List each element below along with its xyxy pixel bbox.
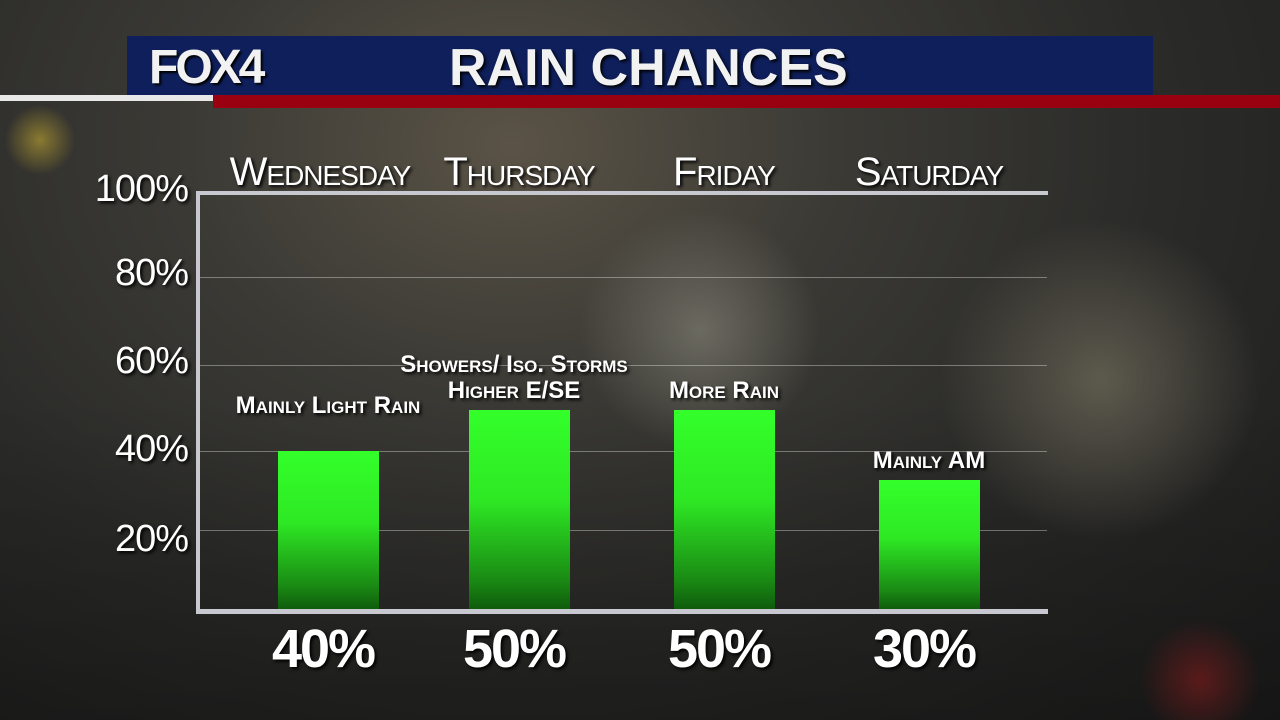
- bar-annotation: Showers/ Iso. Storms Higher E/SE: [400, 350, 628, 404]
- value-label: 30%: [872, 619, 977, 679]
- ytick-40: 40%: [114, 428, 189, 470]
- y-axis: [196, 191, 200, 614]
- ytick-80: 80%: [114, 252, 189, 294]
- day-label: Saturday: [854, 150, 1004, 194]
- x-axis: [196, 609, 1048, 614]
- value-label: 40%: [271, 619, 376, 679]
- value-label: 50%: [462, 619, 567, 679]
- header-banner: FOX4 RAIN CHANCES: [127, 36, 1153, 97]
- bar-friday: [674, 409, 775, 610]
- bar-annotation: Mainly AM: [872, 446, 986, 474]
- ytick-100: 100%: [94, 168, 189, 210]
- value-label: 50%: [667, 619, 772, 679]
- red-accent-bar: [213, 95, 1280, 108]
- gridline-80: [197, 277, 1047, 278]
- bar-annotation: Mainly Light Rain: [235, 392, 421, 420]
- fox4-logo: FOX4: [149, 41, 265, 94]
- white-accent-line: [0, 95, 213, 101]
- bar-wednesday: [278, 451, 379, 610]
- bar-annotation: More Rain: [668, 376, 780, 404]
- axis-top: [197, 191, 1048, 195]
- gridline-20: [197, 530, 1047, 531]
- bar-thursday: [469, 409, 570, 610]
- bar-saturday: [879, 479, 980, 610]
- ytick-20: 20%: [114, 518, 189, 560]
- day-label: Friday: [673, 150, 776, 194]
- day-label: Thursday: [443, 150, 595, 194]
- ytick-60: 60%: [114, 340, 189, 382]
- gridline-60: [197, 365, 1047, 366]
- day-label: Wednesday: [229, 150, 412, 194]
- page-title: RAIN CHANCES: [449, 39, 848, 97]
- gridline-40: [197, 451, 1047, 452]
